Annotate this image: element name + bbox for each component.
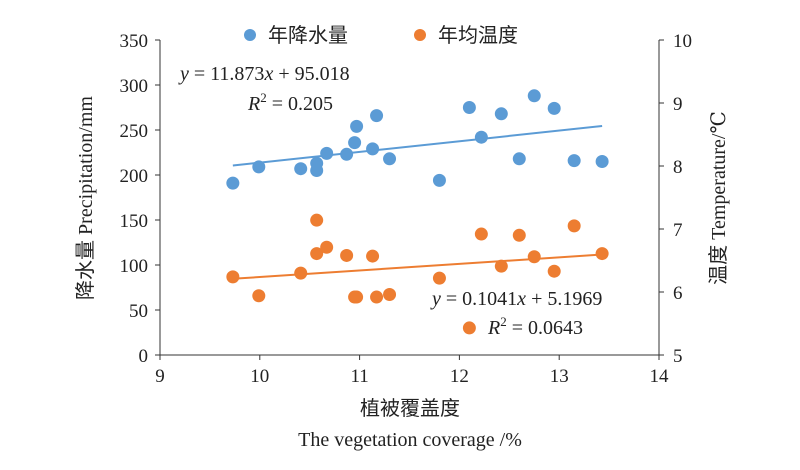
legend-marker-precipitation xyxy=(244,29,256,41)
temp-point xyxy=(370,290,384,304)
y-left-tick-label: 300 xyxy=(120,76,149,97)
precip-point xyxy=(567,154,581,168)
precip-point xyxy=(366,142,380,156)
precip-point xyxy=(310,164,324,177)
temp-point xyxy=(547,264,561,278)
precip-point xyxy=(527,89,541,103)
temp-point xyxy=(432,271,446,285)
y-left-tick-label: 0 xyxy=(139,346,149,367)
x-tick-label: 13 xyxy=(550,366,569,387)
y-left-tick-label: 50 xyxy=(129,301,148,322)
trendlines xyxy=(232,124,603,280)
precip-point xyxy=(474,130,488,144)
temp-point xyxy=(366,249,380,263)
temp-point xyxy=(252,289,266,303)
y-left-tick-label: 250 xyxy=(120,121,149,142)
precip-point xyxy=(383,152,397,166)
y-left-tick-label: 350 xyxy=(120,31,149,52)
precip-point xyxy=(340,147,354,161)
y-right-tick-label: 10 xyxy=(673,31,692,52)
precip-point xyxy=(350,119,364,133)
y-right-tick-label: 6 xyxy=(673,283,683,304)
precip-trendline xyxy=(232,124,603,167)
precip-r2: R2 = 0.205 xyxy=(247,90,333,115)
y-right-tick-label: 9 xyxy=(673,94,683,115)
x-tick-label: 11 xyxy=(350,366,368,387)
temp-r2: R2 = 0.0643 xyxy=(487,314,583,339)
temp-point xyxy=(310,213,324,227)
precip-point xyxy=(252,160,266,174)
temp-point xyxy=(462,321,476,335)
precip-point xyxy=(320,146,334,160)
temp-point xyxy=(294,266,308,280)
legend-marker-temperature xyxy=(414,29,426,41)
x-axis-title-en: The vegetation coverage /% xyxy=(298,429,522,451)
points xyxy=(226,89,609,335)
temp-point xyxy=(350,290,364,304)
precip-point xyxy=(348,136,362,150)
legend-label-precipitation: 年降水量 xyxy=(268,23,348,47)
legend-label-temperature: 年均温度 xyxy=(438,23,518,47)
y-right-tick-label: 5 xyxy=(673,346,683,367)
x-tick-label: 10 xyxy=(250,366,269,387)
temp-point xyxy=(527,250,541,264)
legend: 年降水量 年均温度 xyxy=(244,23,518,47)
y-right-tick-label: 8 xyxy=(673,157,683,178)
precip-point xyxy=(595,155,609,168)
x-tick-label: 9 xyxy=(155,366,165,387)
y-axis-title-right: 温度 Temperature/℃ xyxy=(707,111,730,285)
y-left-tick-label: 200 xyxy=(120,166,149,187)
y-right-tick-label: 7 xyxy=(673,220,683,241)
temp-point xyxy=(595,247,609,261)
temp-point xyxy=(494,259,508,273)
temp-point xyxy=(340,248,354,262)
precip-point xyxy=(512,152,526,166)
temp-point xyxy=(310,247,324,261)
y-left-tick-label: 100 xyxy=(120,256,149,277)
precip-point xyxy=(462,101,476,114)
precip-equation: y = 11.873x + 95.018 xyxy=(178,63,350,85)
x-axis-title-cn: 植被覆盖度 xyxy=(360,397,460,420)
temp-point xyxy=(512,228,526,242)
y-axis-title-left: 降水量 Precipitation/mm xyxy=(74,96,97,300)
temp-point xyxy=(567,219,581,233)
x-tick-label: 14 xyxy=(650,366,670,387)
temp-point xyxy=(320,240,334,254)
precip-point xyxy=(432,173,446,187)
precip-point xyxy=(547,101,561,115)
ticks: 9 10 11 12 13 14 0 50 100 150 200 250 300 350 5 6 7 8 9 10 xyxy=(120,31,693,387)
precip-point xyxy=(226,176,240,190)
x-tick-label: 12 xyxy=(450,366,469,387)
precip-point xyxy=(494,107,508,121)
temp-equation: y = 0.1041x + 5.1969 xyxy=(430,288,602,310)
temp-point xyxy=(383,288,397,302)
temp-point xyxy=(226,270,240,284)
temp-point xyxy=(474,227,488,241)
y-left-tick-label: 150 xyxy=(120,211,149,232)
temp-trendline xyxy=(232,253,603,280)
precip-point xyxy=(370,109,384,123)
precip-point xyxy=(294,162,308,176)
